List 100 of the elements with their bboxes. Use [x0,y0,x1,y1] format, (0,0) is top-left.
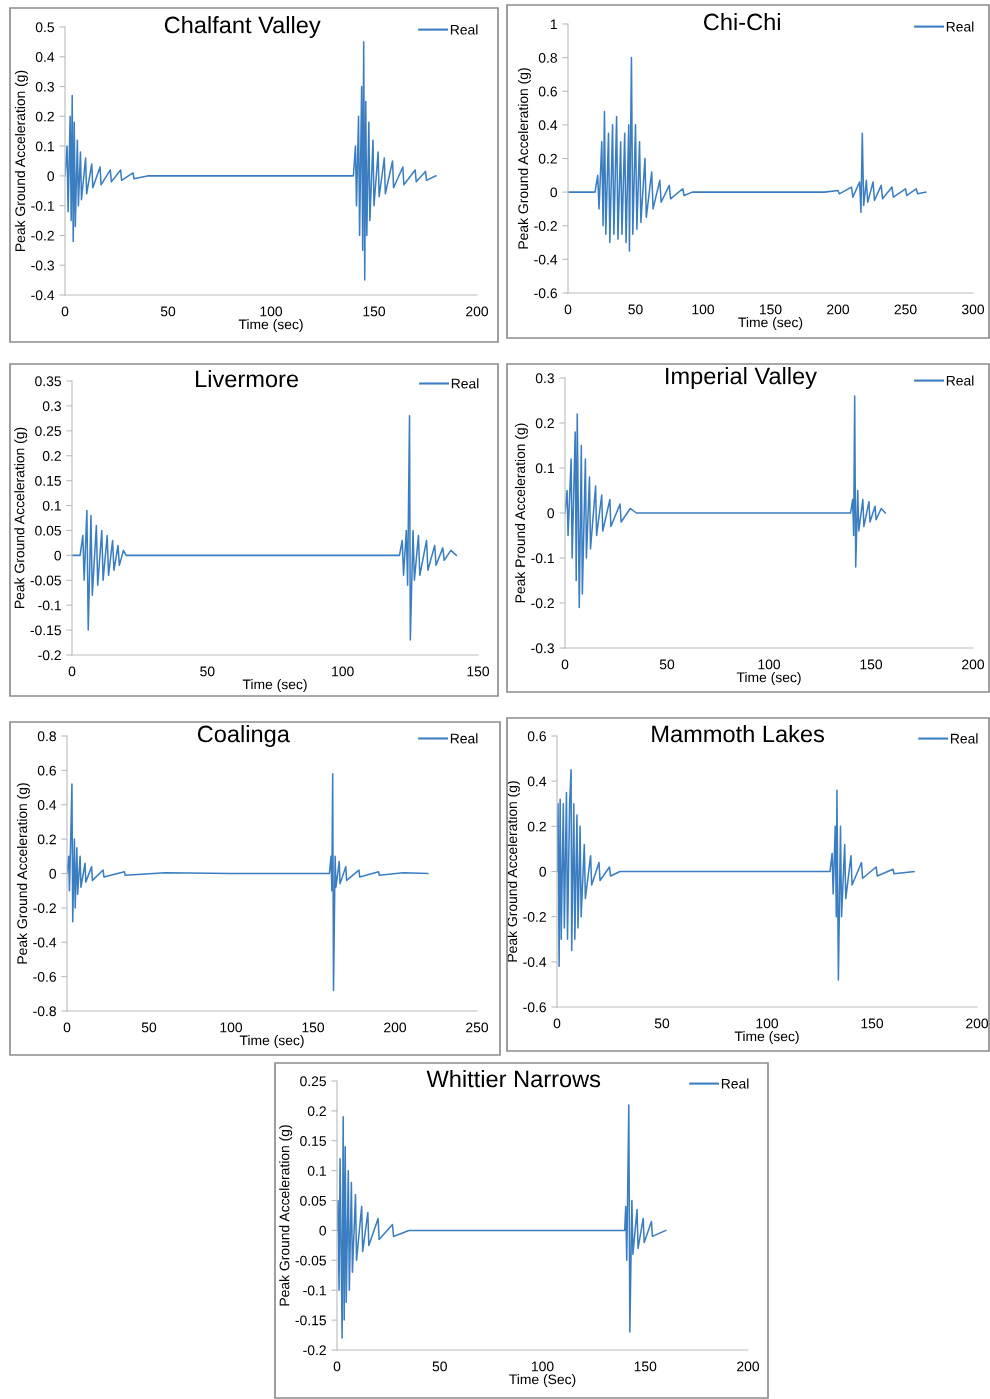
y-tick-label: 0.35 [35,376,61,387]
y-tick-label: -0.15 [30,625,61,636]
x-tick-label: 200 [962,659,985,670]
y-tick-label: 0.8 [37,731,56,742]
line-series [337,1104,667,1339]
y-tick-label: 0.4 [538,120,558,131]
y-tick-label: 0.1 [35,141,54,152]
x-tick-label: 250 [466,1022,489,1033]
y-tick-label: 0.6 [538,86,557,97]
x-tick-label: 150 [860,659,883,670]
y-tick-label: -0.2 [38,650,61,661]
legend-label: Real [946,21,974,32]
x-tick-label: 0 [333,1361,341,1372]
y-tick-label: 0.2 [538,153,557,164]
y-tick-label: -0.8 [33,1006,56,1017]
y-tick-label: -0.1 [303,1285,326,1296]
y-tick-label: 0.3 [35,81,54,92]
y-tick-label: -0.1 [531,553,554,564]
y-tick-label: 0 [550,187,558,198]
y-axis-title: Peak Ground Acceleration (g) [16,783,30,964]
legend-label: Real [450,24,478,35]
y-tick-label: 0 [47,171,55,182]
y-tick-label: 0.1 [535,463,554,474]
chart-title: Imperial Valley [666,366,817,389]
y-tick-label: -0.15 [295,1315,326,1326]
x-tick-label: 0 [68,666,76,677]
x-tick-label: 150 [363,306,386,317]
y-tick-label: -0.05 [295,1255,326,1266]
chart-title: Mammoth Lakes [652,724,825,743]
y-tick-label: -0.4 [31,290,55,301]
chart-title: Chalfant Valley [164,16,321,38]
x-tick-label: 50 [141,1022,157,1033]
y-tick-label: 0.3 [42,401,61,412]
line-series [565,395,887,609]
y-tick-label: 0 [319,1225,327,1236]
x-tick-label: 200 [384,1022,407,1033]
x-axis-title: Time (Sec) [509,1374,576,1387]
legend-label: Real [951,733,978,744]
x-axis-title: Time (sec) [734,1031,799,1044]
x-tick-label: 50 [160,306,176,317]
x-axis-title: Time (sec) [736,672,801,685]
y-tick-label: -0.2 [534,221,557,231]
legend-label: Real [451,378,479,389]
x-tick-label: 50 [432,1361,447,1372]
x-tick-label: 150 [759,304,782,315]
x-tick-label: 100 [531,1361,554,1372]
y-tick-label: -0.2 [33,903,56,914]
y-axis-title: Peak Ground Acceleration (g) [14,427,28,608]
y-tick-label: 0.25 [300,1076,326,1087]
y-tick-label: 0.4 [37,800,57,810]
x-axis-title: Time (sec) [242,679,307,692]
x-tick-label: 50 [200,666,215,677]
x-tick-label: 200 [466,306,489,317]
y-tick-label: 0.1 [307,1166,326,1176]
y-axis-title: Peak Ground Acceleration (g) [279,1125,293,1306]
x-tick-label: 250 [894,304,917,315]
y-tick-label: 0.2 [307,1106,326,1117]
y-tick-label: 0.2 [535,418,554,429]
x-tick-label: 200 [827,304,850,315]
y-tick-label: 0.2 [35,111,54,122]
y-axis-title: Peak Pround Acceleration (g) [514,423,528,603]
x-tick-label: 50 [654,1018,670,1029]
y-tick-label: 0 [539,866,547,877]
x-axis-title: Time (sec) [738,317,803,330]
y-tick-label: -0.6 [534,288,557,299]
y-tick-label: -0.4 [534,254,558,265]
x-tick-label: 100 [692,304,715,315]
y-tick-label: -0.3 [531,643,554,654]
y-tick-label: -0.2 [523,912,546,922]
x-tick-label: 0 [561,659,569,670]
line-series [67,773,429,992]
x-tick-label: 0 [564,304,572,315]
y-axis-title: Peak Ground Acceleration (g) [517,68,531,249]
y-tick-label: 0.2 [527,821,546,832]
x-tick-label: 0 [63,1022,71,1033]
x-tick-label: 50 [628,304,643,315]
x-tick-label: 150 [302,1022,325,1033]
line-series [557,769,915,981]
x-tick-label: 100 [758,659,781,670]
y-tick-label: -0.6 [33,971,56,982]
y-tick-label: 0.25 [35,426,61,436]
y-tick-label: -0.3 [31,260,54,271]
x-tick-label: 100 [756,1018,779,1029]
x-tick-label: 150 [467,666,490,677]
y-tick-label: 0.4 [35,52,55,62]
y-tick-label: 0.2 [42,451,61,461]
y-tick-label: -0.2 [31,230,54,241]
chart-title: Coalinga [197,724,290,748]
y-tick-label: 1 [550,19,557,30]
y-tick-label: 0.05 [300,1195,326,1206]
line-series [568,56,927,252]
x-tick-label: 200 [737,1361,760,1372]
x-tick-label: 0 [61,306,69,317]
y-axis-title: Peak Ground Acceleration (g) [506,781,520,962]
y-tick-label: 0 [54,550,62,561]
line-series [65,41,437,281]
y-tick-label: -0.4 [523,957,547,967]
y-tick-label: -0.4 [33,937,57,948]
x-tick-label: 150 [634,1361,657,1372]
y-tick-label: 0.15 [300,1136,326,1146]
